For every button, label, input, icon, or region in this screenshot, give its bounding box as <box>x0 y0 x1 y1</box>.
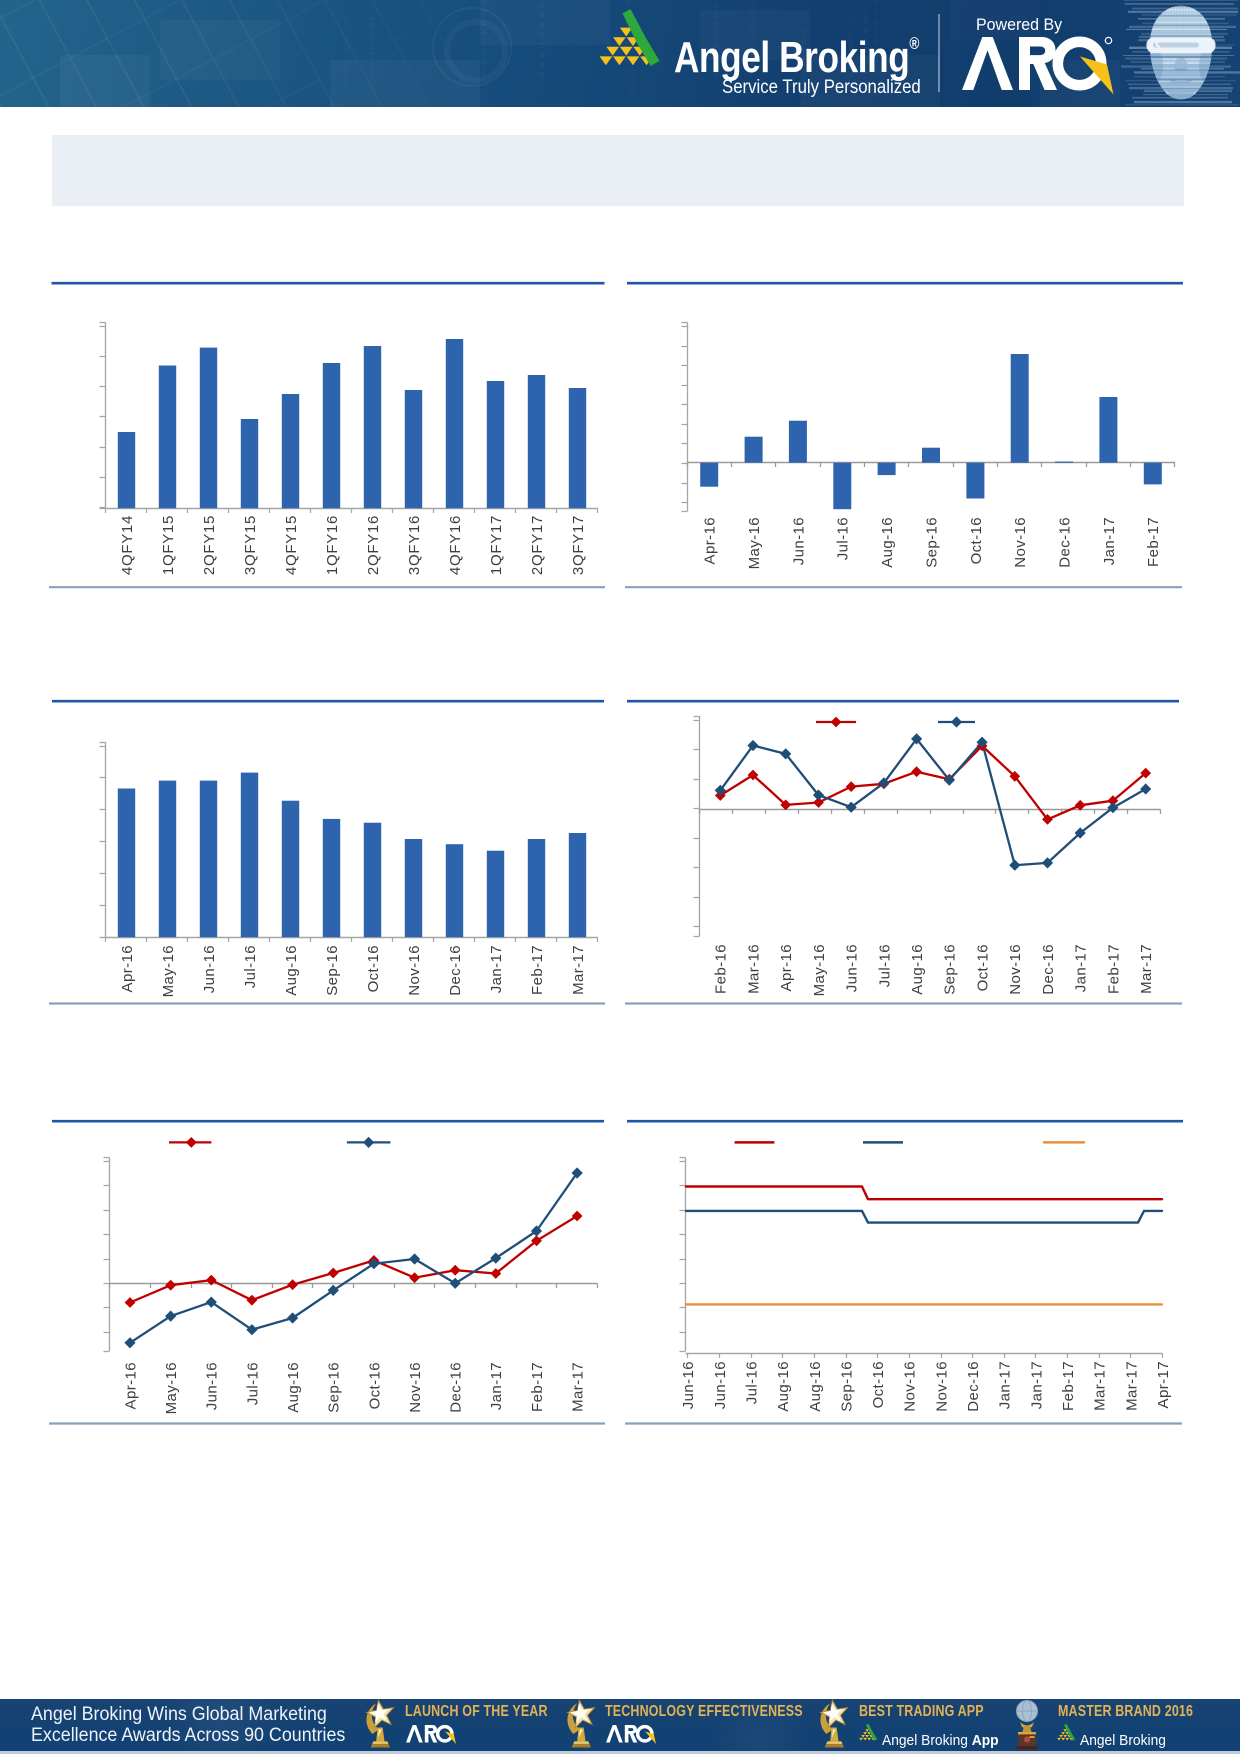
svg-text:Jan-17: Jan-17 <box>1101 517 1118 565</box>
svg-text:Mar-17: Mar-17 <box>570 945 587 995</box>
svg-text:Dec-16: Dec-16 <box>1040 944 1057 995</box>
svg-text:Feb-17: Feb-17 <box>529 945 546 995</box>
svg-text:Oct-16: Oct-16 <box>365 945 382 992</box>
svg-text:May-16: May-16 <box>811 944 828 996</box>
svg-text:Jun-16: Jun-16 <box>204 1362 221 1410</box>
svg-text:May-16: May-16 <box>160 945 177 997</box>
svg-text:Mar-17: Mar-17 <box>570 1362 587 1412</box>
svg-text:May-16: May-16 <box>163 1362 180 1414</box>
svg-text:Feb-17: Feb-17 <box>1060 1361 1077 1411</box>
svg-text:1QFY16: 1QFY16 <box>324 515 341 575</box>
svg-text:Jul-16: Jul-16 <box>744 1361 761 1404</box>
svg-text:Jul-16: Jul-16 <box>242 945 259 988</box>
svg-text:Aug-16: Aug-16 <box>909 944 926 995</box>
svg-text:Nov-16: Nov-16 <box>933 1361 950 1412</box>
svg-text:2QFY16: 2QFY16 <box>365 515 382 575</box>
svg-text:Dec-16: Dec-16 <box>447 945 464 996</box>
svg-text:Nov-16: Nov-16 <box>407 1362 424 1413</box>
svg-text:Sep-16: Sep-16 <box>838 1361 855 1412</box>
svg-text:Dec-16: Dec-16 <box>965 1361 982 1412</box>
svg-text:Mar-16: Mar-16 <box>745 944 762 994</box>
svg-text:Sep-16: Sep-16 <box>942 944 959 995</box>
svg-text:Jan-17: Jan-17 <box>488 1362 505 1410</box>
svg-text:Dec-16: Dec-16 <box>1057 517 1074 568</box>
svg-text:Nov-16: Nov-16 <box>1007 944 1024 995</box>
svg-text:Sep-16: Sep-16 <box>324 945 341 996</box>
svg-text:4QFY14: 4QFY14 <box>119 515 136 575</box>
svg-text:Jan-17: Jan-17 <box>488 945 505 993</box>
svg-text:Jan-17: Jan-17 <box>1073 944 1090 992</box>
svg-text:Oct-16: Oct-16 <box>366 1362 383 1409</box>
svg-text:Jul-16: Jul-16 <box>835 517 852 560</box>
svg-text:Nov-16: Nov-16 <box>406 945 423 996</box>
svg-text:Jun-16: Jun-16 <box>680 1361 697 1409</box>
svg-text:4QFY16: 4QFY16 <box>447 515 464 575</box>
svg-text:Apr-17: Apr-17 <box>1155 1361 1172 1408</box>
svg-text:Feb-17: Feb-17 <box>1145 517 1162 567</box>
svg-text:Feb-17: Feb-17 <box>529 1362 546 1412</box>
svg-text:Jun-16: Jun-16 <box>844 944 861 992</box>
svg-text:Aug-16: Aug-16 <box>283 945 300 996</box>
svg-text:May-16: May-16 <box>746 517 763 569</box>
svg-text:Mar-17: Mar-17 <box>1138 944 1155 994</box>
svg-text:4QFY15: 4QFY15 <box>283 515 300 575</box>
svg-text:Jan-17: Jan-17 <box>997 1361 1014 1409</box>
svg-text:Apr-16: Apr-16 <box>119 945 136 992</box>
svg-text:Oct-16: Oct-16 <box>975 944 992 991</box>
svg-text:1QFY17: 1QFY17 <box>488 515 505 575</box>
svg-text:Mar-17: Mar-17 <box>1092 1361 1109 1411</box>
svg-text:Sep-16: Sep-16 <box>326 1362 343 1413</box>
svg-text:Nov-16: Nov-16 <box>1012 517 1029 568</box>
svg-text:Sep-16: Sep-16 <box>923 517 940 568</box>
svg-text:Aug-16: Aug-16 <box>807 1361 824 1412</box>
svg-text:Nov-16: Nov-16 <box>902 1361 919 1412</box>
svg-text:Jul-16: Jul-16 <box>244 1362 261 1405</box>
svg-text:3QFY15: 3QFY15 <box>242 515 259 575</box>
svg-text:Oct-16: Oct-16 <box>870 1361 887 1408</box>
svg-text:Jul-16: Jul-16 <box>876 944 893 987</box>
svg-text:Apr-16: Apr-16 <box>778 944 795 991</box>
svg-text:Oct-16: Oct-16 <box>968 517 985 564</box>
svg-text:Aug-16: Aug-16 <box>879 517 896 568</box>
svg-text:Mar-17: Mar-17 <box>1123 1361 1140 1411</box>
svg-text:3QFY16: 3QFY16 <box>406 515 423 575</box>
svg-text:Feb-17: Feb-17 <box>1105 944 1122 994</box>
svg-text:Jun-16: Jun-16 <box>790 517 807 565</box>
svg-text:2QFY17: 2QFY17 <box>529 515 546 575</box>
svg-text:Feb-16: Feb-16 <box>713 944 730 994</box>
svg-text:Aug-16: Aug-16 <box>285 1362 302 1413</box>
svg-text:1QFY15: 1QFY15 <box>160 515 177 575</box>
svg-text:2QFY15: 2QFY15 <box>201 515 218 575</box>
svg-text:3QFY17: 3QFY17 <box>570 515 587 575</box>
svg-text:Apr-16: Apr-16 <box>702 517 719 564</box>
svg-text:Jan-17: Jan-17 <box>1028 1361 1045 1409</box>
svg-text:Jun-16: Jun-16 <box>201 945 218 993</box>
svg-text:Jun-16: Jun-16 <box>712 1361 729 1409</box>
svg-text:Dec-16: Dec-16 <box>448 1362 465 1413</box>
svg-text:Aug-16: Aug-16 <box>775 1361 792 1412</box>
svg-text:Apr-16: Apr-16 <box>122 1362 139 1409</box>
